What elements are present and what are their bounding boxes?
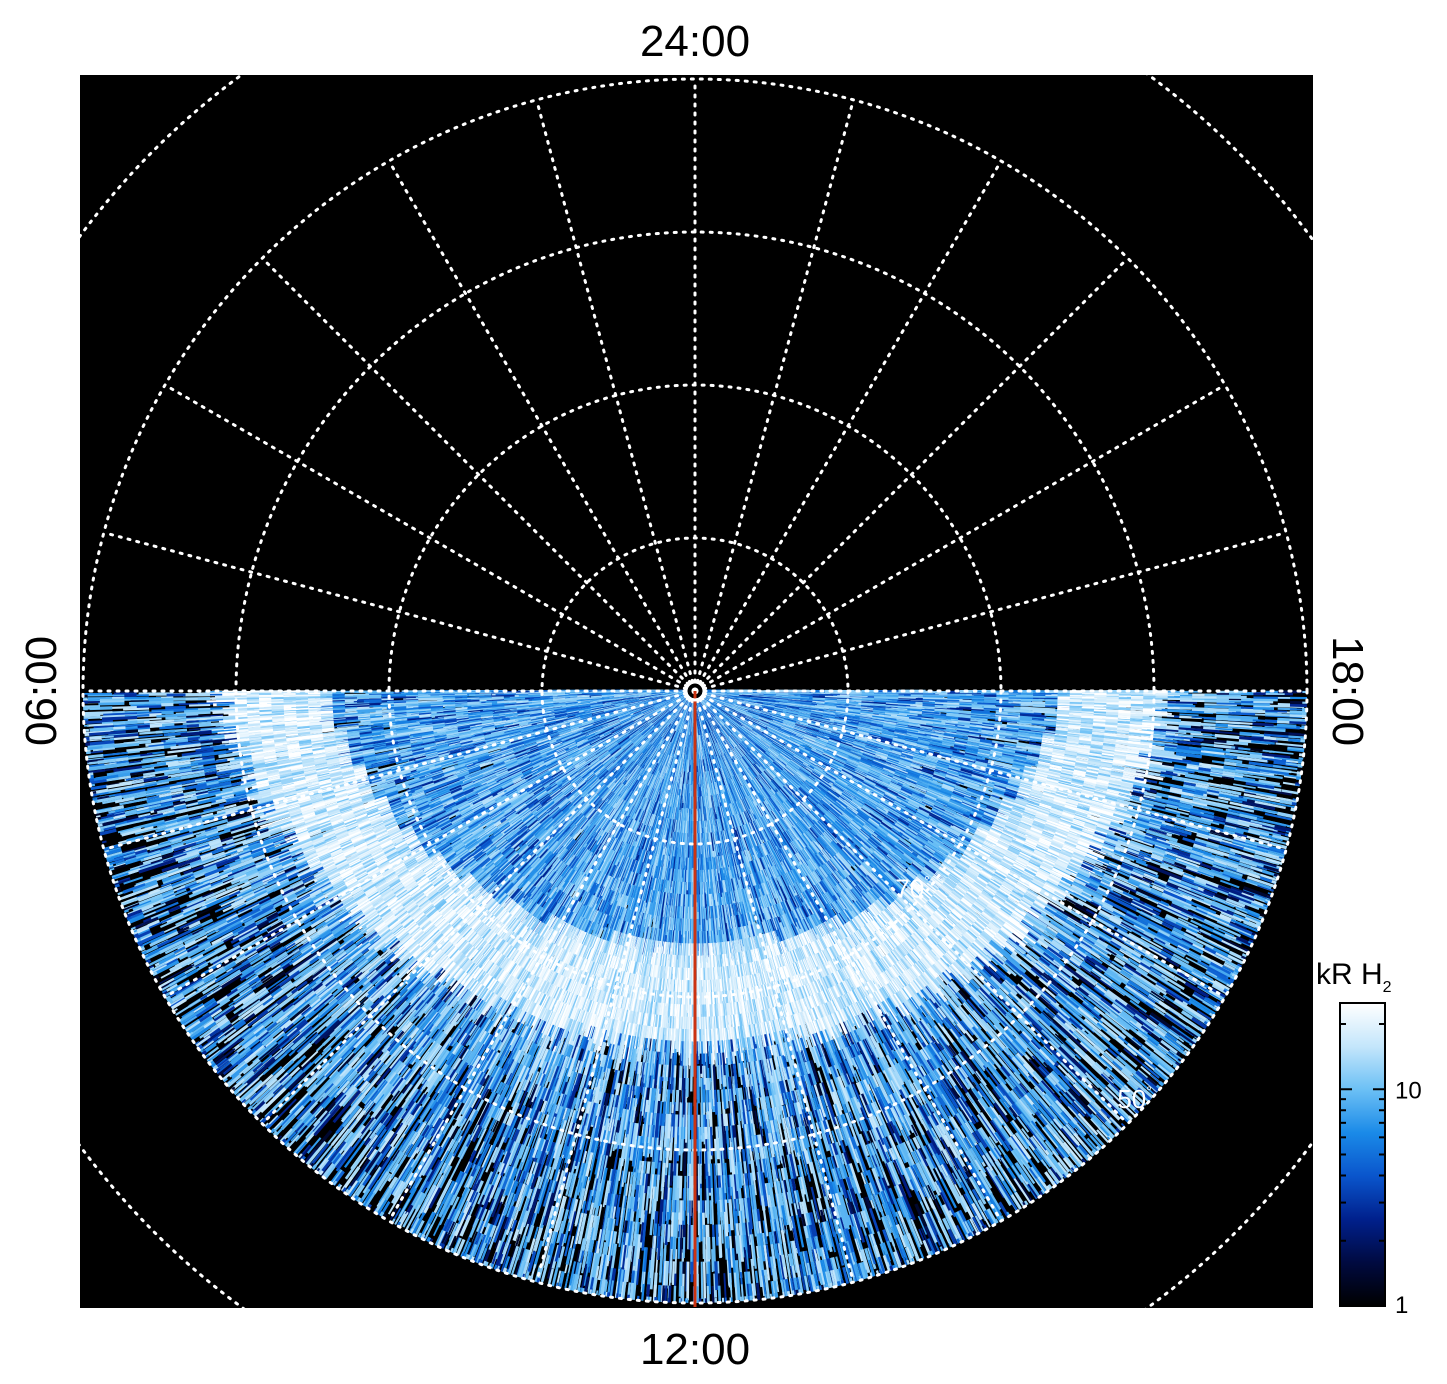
colorbar: kR H2 10 1 (1316, 958, 1422, 1319)
colorbar-title-subscript: 2 (1383, 979, 1392, 996)
colorbar-tick-label-1: 1 (1395, 1292, 1408, 1319)
colorbar-title: kR H2 (1316, 958, 1392, 996)
colorbar-tick-label-10: 10 (1395, 1077, 1422, 1104)
local-time-label-right: 18:00 (1323, 636, 1372, 746)
local-time-label-top: 24:00 (640, 17, 750, 66)
colorbar-gradient (1340, 1003, 1385, 1306)
local-time-label-bottom: 12:00 (640, 1325, 750, 1374)
colorbar-title-text: kR H (1316, 958, 1383, 991)
local-time-label-left: 06:00 (17, 636, 66, 746)
